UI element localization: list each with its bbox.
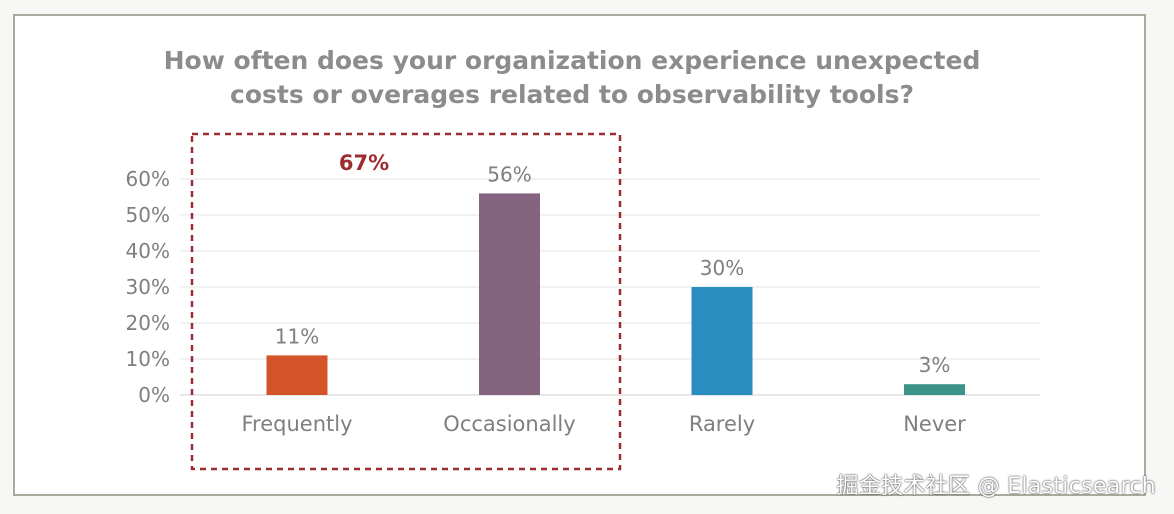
- category-label: Rarely: [689, 412, 755, 436]
- y-tick-label: 50%: [126, 203, 170, 227]
- bar-value-label: 3%: [919, 353, 951, 377]
- category-label: Frequently: [241, 412, 352, 436]
- highlight-box: [190, 132, 622, 471]
- bar: [479, 193, 540, 395]
- category-label: Never: [903, 412, 966, 436]
- y-tick-label: 10%: [126, 347, 170, 371]
- bar-value-label: 56%: [487, 162, 531, 186]
- chart-title-line-2: costs or overages related to observabili…: [230, 80, 914, 109]
- category-label: Occasionally: [443, 412, 575, 436]
- chart-title: How often does your organization experie…: [0, 44, 1144, 112]
- y-tick-label: 0%: [138, 383, 170, 407]
- y-tick-label: 40%: [126, 239, 170, 263]
- y-tick-label: 20%: [126, 311, 170, 335]
- bar-value-label: 30%: [700, 256, 744, 280]
- bar-value-label: 11%: [275, 324, 319, 348]
- bar: [904, 384, 965, 395]
- y-tick-label: 30%: [126, 275, 170, 299]
- y-tick-label: 60%: [126, 167, 170, 191]
- bar: [691, 287, 753, 395]
- highlight-total-label: 67%: [339, 151, 389, 175]
- chart-frame: [13, 14, 1146, 496]
- bar: [266, 355, 328, 395]
- watermark: 掘金技术社区 @ Elasticsearch: [836, 474, 1156, 499]
- chart-title-line-1: How often does your organization experie…: [163, 46, 981, 75]
